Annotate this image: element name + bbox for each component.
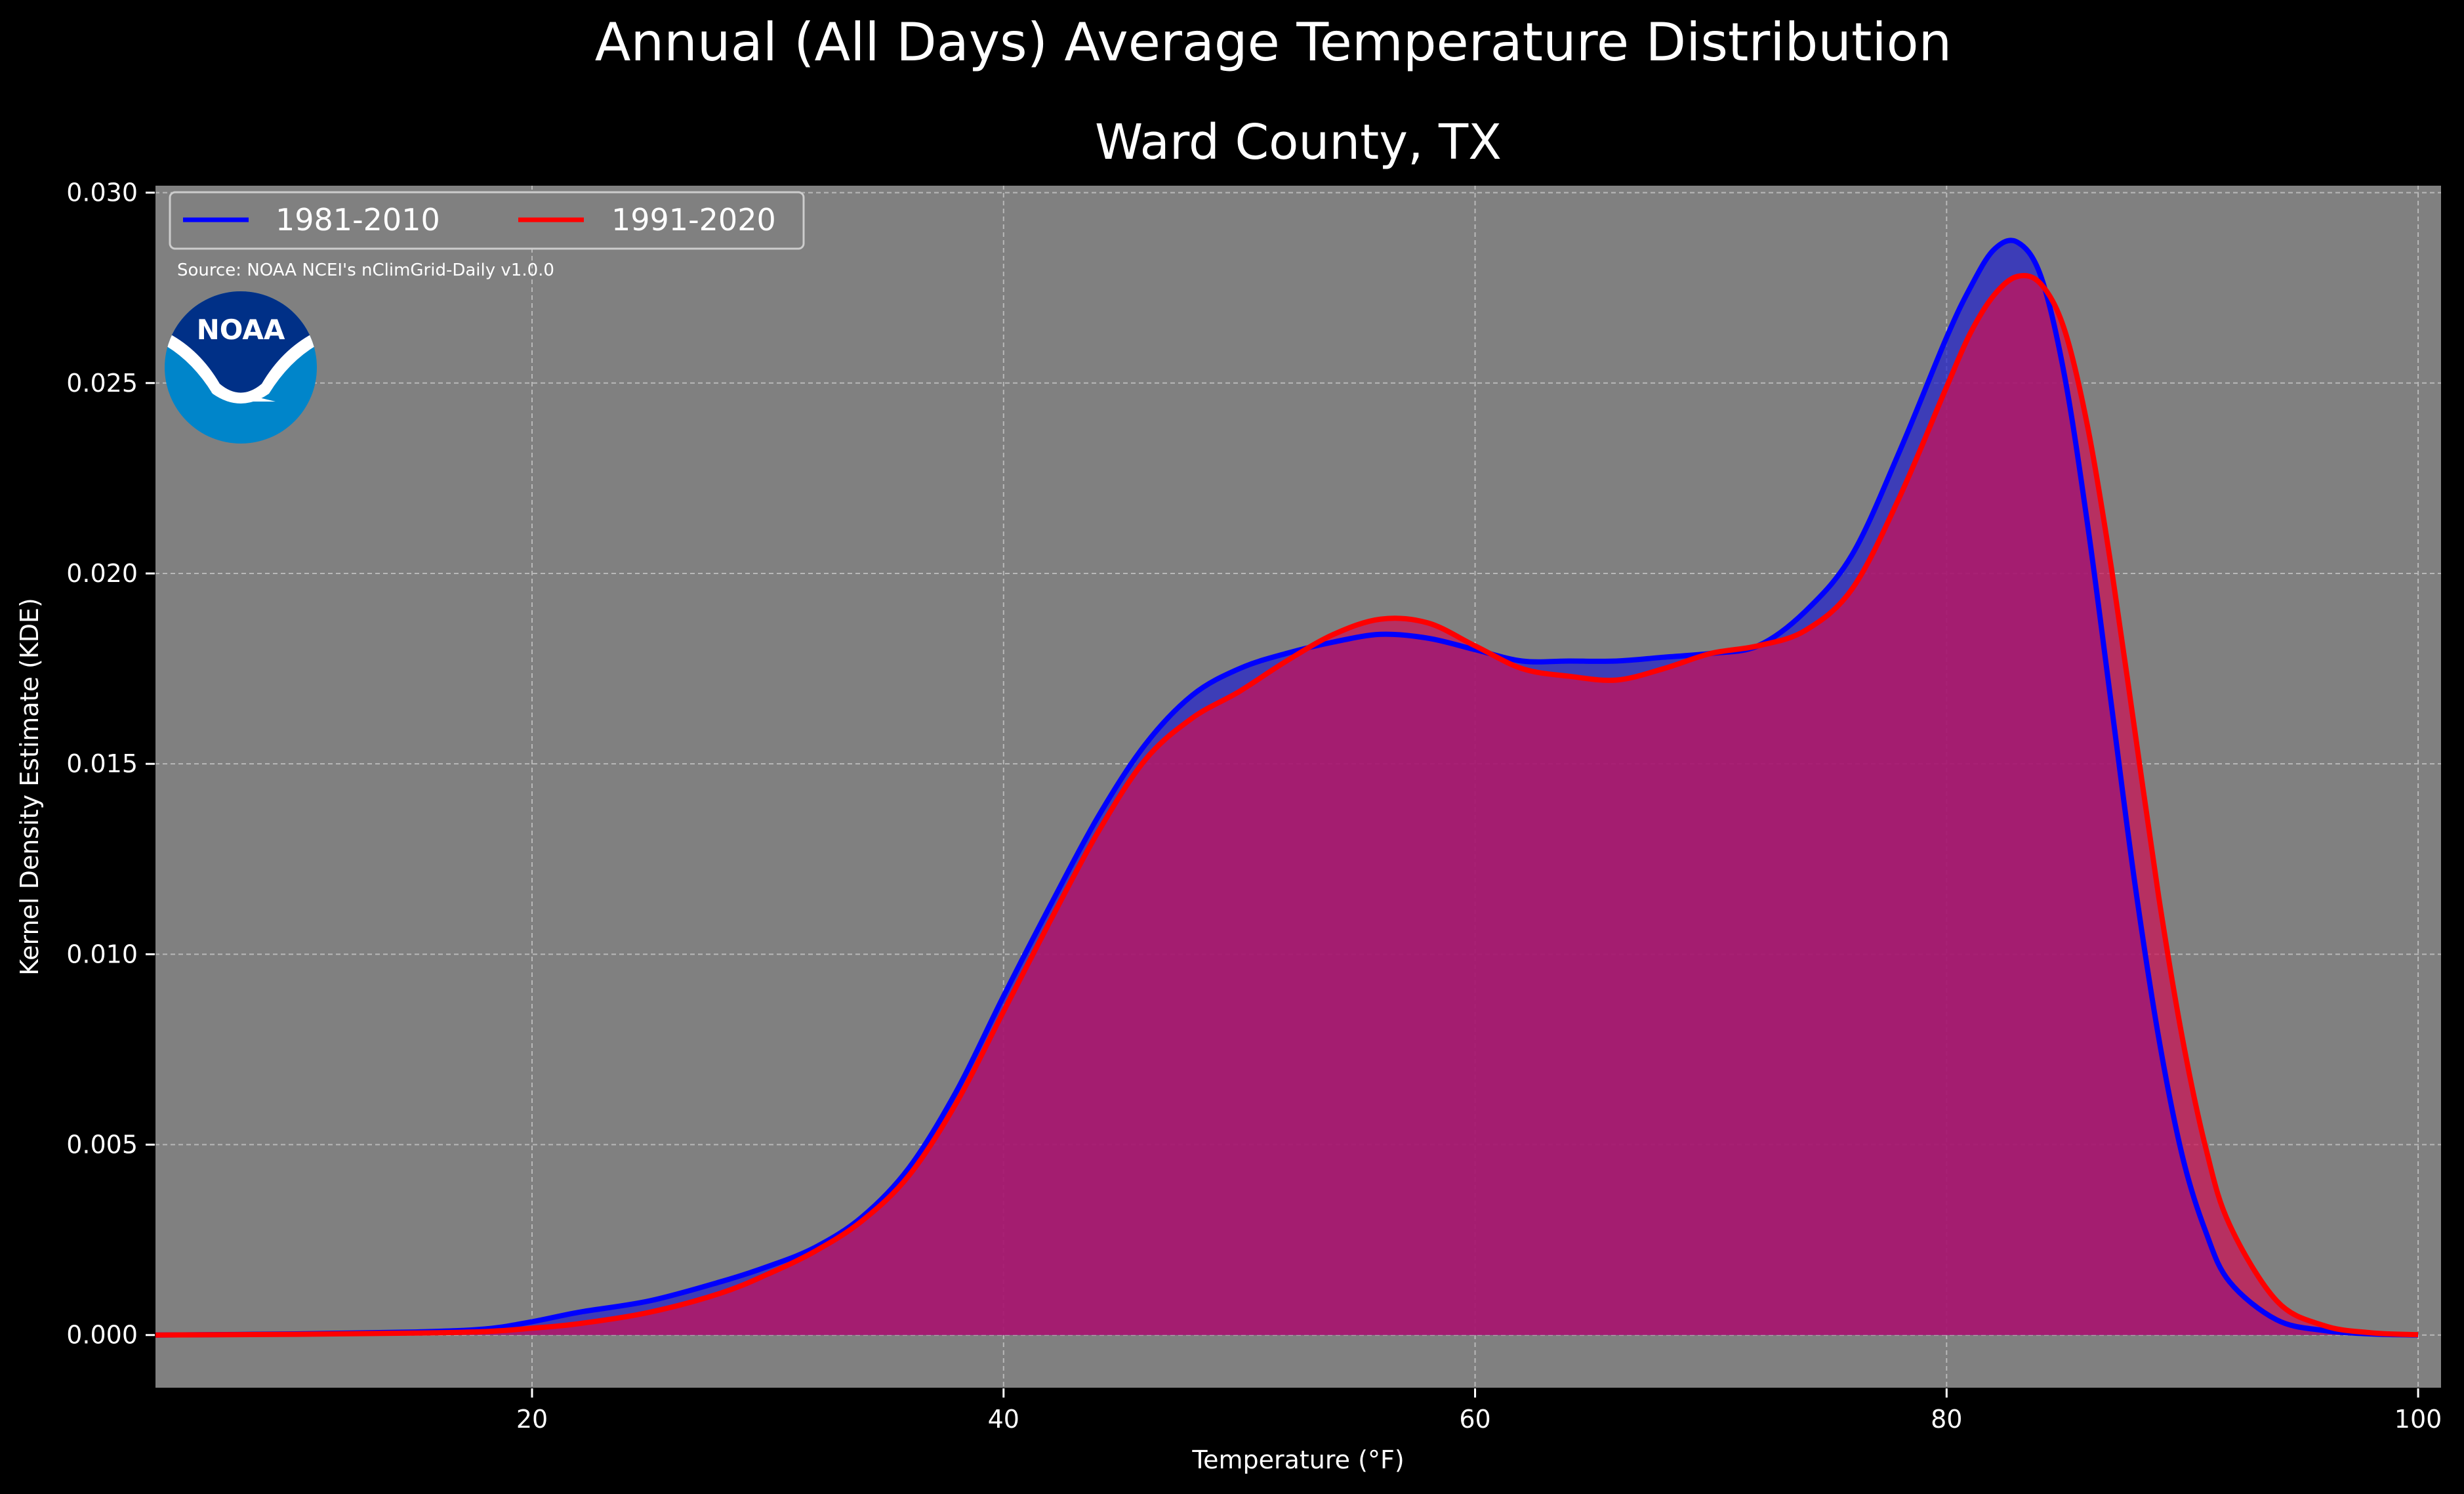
source-annotation: Source: NOAA NCEI's nClimGrid-Daily v1.0… [177, 260, 554, 280]
y-tick-label: 0.025 [66, 369, 138, 398]
logo-wordmark: NOAA [197, 314, 285, 346]
legend: 1981-2010 1991-2020 [169, 191, 805, 250]
y-tick-label: 0.000 [66, 1321, 138, 1350]
y-tick-label: 0.030 [66, 178, 138, 207]
y-tick-label: 0.020 [66, 559, 138, 588]
x-tick-label: 40 [988, 1405, 1019, 1434]
series-line-1991-2020 [155, 272, 2419, 1338]
chart-subtitle: Ward County, TX [1095, 114, 1502, 171]
series-line-1981-2010 [155, 238, 2419, 1338]
logo-gull [211, 392, 276, 402]
plot-frame [154, 184, 2442, 1389]
legend-entry-1981-2010: 1981-2010 [276, 202, 440, 238]
series-fill-1991-2020 [155, 275, 2419, 1335]
chart-title: Annual (All Days) Average Temperature Di… [595, 12, 1952, 73]
y-tick-label: 0.005 [66, 1131, 138, 1159]
noaa-logo: NOAA [165, 291, 317, 444]
y-axis-label: Kernel Density Estimate (KDE) [15, 598, 44, 976]
y-tick-label: 0.010 [66, 940, 138, 968]
x-tick-label: 60 [1459, 1405, 1490, 1434]
axis-ticks: 20 40 60 80 100 0.000 0.005 0.010 0.015 0.020 0.02… [66, 178, 2442, 1434]
x-tick-label: 80 [1931, 1405, 1962, 1434]
legend-entry-1991-2020: 1991-2020 [611, 202, 776, 238]
x-axis-label: Temperature (°F) [1191, 1445, 1404, 1474]
series-layer [155, 238, 2419, 1338]
x-tick-label: 100 [2394, 1405, 2442, 1434]
x-tick-label: 20 [516, 1405, 548, 1434]
logo-dark-upper [165, 291, 317, 394]
legend-box [169, 191, 805, 250]
y-tick-label: 0.015 [66, 749, 138, 778]
